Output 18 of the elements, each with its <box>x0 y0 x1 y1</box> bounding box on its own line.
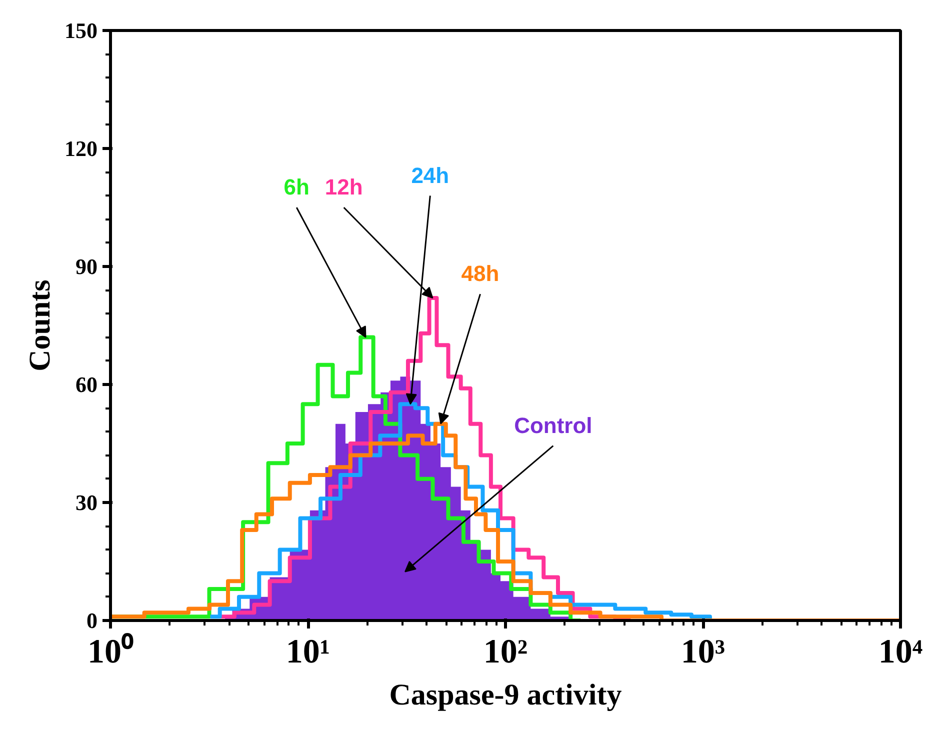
x-tick-label: 10¹ <box>286 634 330 670</box>
y-tick-label: 90 <box>76 254 98 279</box>
x-tick-label: 10⁰ <box>88 632 134 670</box>
text: Control <box>514 412 592 438</box>
x-tick-label: 10² <box>483 634 528 670</box>
text: 24h <box>411 162 450 188</box>
y-tick-label: 30 <box>76 490 98 515</box>
x-axis-title: Caspase-9 activity <box>389 678 622 712</box>
y-tick-label: 0 <box>86 608 98 633</box>
text: 6h <box>284 174 310 200</box>
y-axis-title: Counts <box>24 280 56 372</box>
text: 48h <box>461 261 500 286</box>
y-tick-label: 120 <box>64 136 98 161</box>
y-tick-label: 60 <box>76 372 98 397</box>
text: 12h <box>324 174 363 200</box>
x-tick-label: 10³ <box>680 634 726 670</box>
y-tick-label: 150 <box>64 18 98 43</box>
x-tick-label: 10⁴ <box>878 634 923 670</box>
